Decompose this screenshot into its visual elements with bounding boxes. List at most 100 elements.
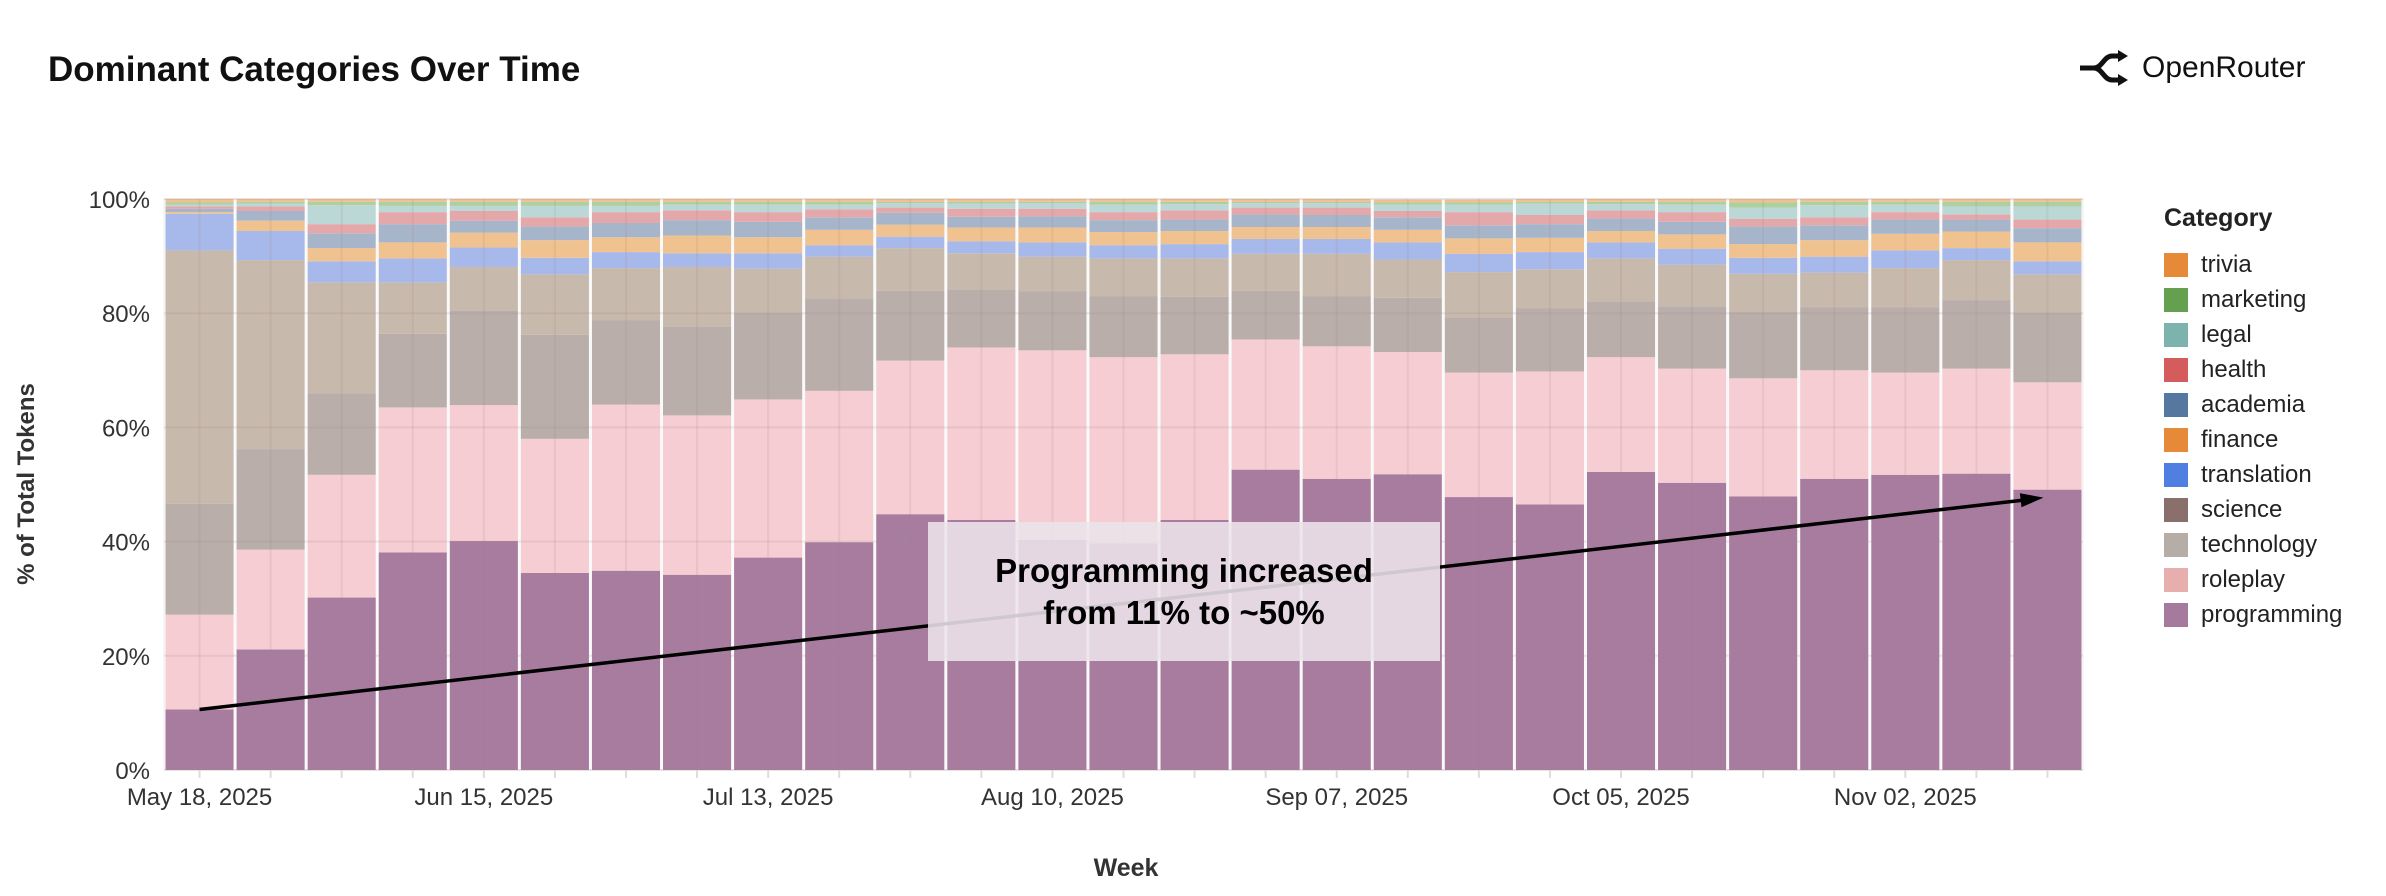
bar-segment-finance [1231,226,1300,239]
bar-segment-science [307,282,376,394]
bar-segment-technology [876,290,945,361]
bar-segment-programming [1586,471,1656,770]
bar-segment-translation [591,252,661,269]
bar-segment-technology [1942,300,2011,369]
bar-segment-roleplay [1444,372,1513,498]
bar-segment-programming [1800,478,1869,770]
y-tick-label: 0% [115,758,150,785]
legend-item-finance[interactable]: finance [2164,422,2342,457]
bar-segment-finance [2013,242,2082,262]
bar-segment-trivia [1871,199,1940,202]
bar-segment-marketing [1089,201,1158,205]
bar-segment-translation [1373,242,1442,260]
bar-segment-legal [1800,205,1869,218]
bar-segment-academia [520,226,589,241]
x-tick-label: Oct 05, 2025 [1552,784,1689,811]
bar-segment-legal [1515,203,1584,215]
legend-label: academia [2201,390,2306,418]
x-tick-label: Jun 15, 2025 [414,784,553,811]
bar-segment-science [1515,269,1584,309]
bar-segment-science [1729,273,1798,313]
bar-segment-programming [1658,482,1727,770]
bar-segment-legal [378,205,447,213]
bar-segment-academia [165,208,234,213]
bar-segment-trivia [1160,199,1229,202]
legend-item-programming[interactable]: programming [2164,597,2342,632]
bar-segment-programming [591,570,661,770]
bar-segment-trivia [1729,199,1798,203]
bar-segment-health [2013,219,2082,229]
bar-segment-finance [1089,232,1158,246]
bar-segment-academia [1089,220,1158,233]
legend-label: finance [2201,425,2279,453]
legend-item-health[interactable]: health [2164,352,2342,387]
bar-segment-finance [947,227,1016,242]
bar-segment-science [1373,259,1442,298]
annotation-box: Programming increased from 11% to ~50% [928,522,1440,661]
bar-segment-legal [1942,206,2011,215]
bar-segment-legal [1231,202,1300,208]
bar-segment-programming [307,597,376,770]
bar-segment-health [1871,212,1940,220]
bar-segment-science [1302,253,1371,297]
bar-segment-legal [876,202,945,208]
legend-item-marketing[interactable]: marketing [2164,282,2342,317]
bar-segment-science [1658,264,1727,307]
bar-segment-technology [1729,312,1798,379]
bar-segment-academia [2013,228,2082,243]
bar-segment-technology [947,289,1016,348]
bar-segment-translation [1302,238,1371,254]
legend-item-trivia[interactable]: trivia [2164,247,2342,282]
bar-segment-marketing [307,201,376,206]
bars [164,198,2083,771]
bar-segment-academia [1586,218,1656,231]
bar-segment-technology [236,449,305,550]
bar-segment-finance [1302,226,1371,239]
legend-item-academia[interactable]: academia [2164,387,2342,422]
legend-label: translation [2201,460,2312,488]
bar-segment-trivia [1018,199,1087,202]
bar-segment-trivia [876,199,945,202]
legend-item-roleplay[interactable]: roleplay [2164,562,2342,597]
bar-segment-translation [2013,261,2082,275]
legend-item-legal[interactable]: legal [2164,317,2342,352]
bar-segment-science [805,256,874,299]
bar-segment-finance [1800,240,1869,257]
bar-segment-science [1800,272,1869,308]
bar-segment-academia [1658,221,1727,235]
legend-item-technology[interactable]: technology [2164,527,2342,562]
bar-segment-roleplay [378,407,447,553]
bar-segment-trivia [1231,199,1300,202]
bar-segment-legal [1871,204,1940,213]
brand-logo: OpenRouter [2078,50,2305,86]
legend-item-science[interactable]: science [2164,492,2342,527]
bar-segment-science [591,268,661,321]
bar-segment-academia [1515,224,1584,238]
bar-segment-translation [1729,257,1798,274]
bar-segment-health [1160,210,1229,220]
bar-segment-science [1942,260,2011,301]
bar-segment-trivia [591,199,661,202]
bar-segment-academia [236,210,305,221]
bar-segment-health [947,208,1016,217]
bar-segment-trivia [1302,199,1371,202]
bar-segment-science [1231,253,1300,291]
bar-segment-legal [1586,204,1656,211]
bar-segment-legal [307,205,376,225]
bar-segment-finance [1729,244,1798,258]
bar-segment-marketing [1942,201,2011,207]
bar-segment-legal [1018,202,1087,209]
bar-segment-finance [1658,234,1727,249]
legend-swatch [2164,287,2188,312]
bar-segment-finance [1942,231,2011,249]
bar-segment-health [378,212,447,225]
bar-segment-marketing [520,201,589,206]
bar-segment-marketing [1871,201,1940,205]
bar-segment-health [1729,218,1798,227]
bar-segment-academia [1018,216,1087,228]
legend-item-translation[interactable]: translation [2164,457,2342,492]
bar-segment-marketing [1729,202,1798,208]
bar-segment-translation [1018,242,1087,257]
bar-segment-translation [1586,242,1656,259]
